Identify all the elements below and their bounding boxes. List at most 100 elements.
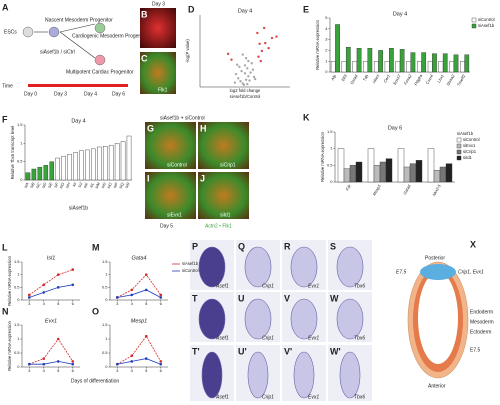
y-tick-label: 1.5 [14,322,20,327]
embryo [198,298,226,340]
label: siAsef1b / siCtrl [40,49,75,55]
panel-letter: N [2,306,9,316]
label: Day 4 [84,91,97,97]
embryo [247,351,269,399]
y-tick-label: 1.5 [102,259,108,264]
bar [126,135,132,181]
bar [410,52,416,73]
gene-label: Asef1 [215,283,229,289]
bar [438,61,444,73]
bar [97,146,102,181]
y-tick-label: 0.5 [102,350,108,355]
x-tick-label: siL [88,182,95,189]
chart-title: Isl1 [47,255,56,261]
bar [427,148,435,183]
label: siAsef1b + siControl [160,115,205,121]
point [71,268,75,271]
y-tick-label: 1 [325,58,328,63]
label: Time [2,83,13,89]
bar [373,165,381,183]
panel-letter: O [92,306,99,316]
x-axis-label: Days of differentiation [71,378,119,384]
y-tick-label: 0.5 [327,162,333,167]
micrograph [198,122,249,169]
label: siCrip1 [220,162,236,168]
label: ESCs [4,29,17,35]
panel-letter: J [200,173,205,183]
bar [114,143,120,181]
bar [417,61,422,73]
x-tick-label: 3 [28,368,31,373]
chart-title: Mesp1 [131,318,148,324]
point [56,286,60,289]
point [130,293,134,297]
label: Day 3 [152,1,165,7]
embryo [336,298,364,340]
cell [22,26,34,38]
point [144,273,148,276]
y-tick-label: 1 [105,272,108,277]
panel-letter: E [303,4,309,14]
x-tick-label: 5 [145,301,148,306]
panel-letter: A [2,2,9,12]
legend-swatch [456,143,462,149]
point [244,78,248,82]
bar [399,49,405,73]
panel-letter: I [147,173,150,183]
bar [427,61,433,73]
point [226,52,230,56]
point [233,81,237,84]
point [252,75,256,79]
panel-letter: T' [192,346,200,356]
point [130,354,134,358]
micrograph [140,52,176,94]
legend-label: siId1 [463,155,473,160]
line [117,335,162,365]
x-tick-label: siM [94,181,102,189]
label: Mesoderm [470,319,494,325]
bar [384,61,390,73]
x-tick-label: 4 [131,368,134,373]
bar [421,52,427,73]
y-axis-label: Relative mRNA expression [7,320,12,370]
gene-label: Crip1 [262,394,274,400]
bar [79,150,84,181]
bar [25,172,31,181]
y-tick-label: 5 [325,15,328,20]
x-tick-label: siN [100,181,107,189]
bar [385,158,393,183]
x-tick-label: siQ [118,182,125,190]
x-tick-label: 6 [72,301,75,306]
point [259,59,262,63]
point [246,82,249,86]
x-tick-label: Elf3 [340,73,348,82]
label: Endoderm [470,309,493,315]
legend-swatch [456,155,462,161]
point [251,68,255,71]
x-tick-label: 4 [131,301,134,306]
bar [85,149,90,181]
chart-title: Gata4 [132,255,147,261]
point [253,77,257,81]
x-tick-label: 3 [28,301,31,306]
cavity [418,272,458,364]
label: E7.5 [470,347,481,353]
bar [37,166,43,181]
point [159,293,163,297]
gene-label: Crip1 [262,283,274,289]
bar [43,165,49,181]
bar [453,54,459,73]
label: E7.5 [396,269,407,275]
x-tick-label: Kdr [344,183,352,191]
bar [343,168,351,183]
arrow [59,31,96,59]
y-tick-label: 0 [330,179,333,184]
bar [367,48,373,73]
label: Day 0 [24,91,37,97]
label: Multipotent Cardiac Progenitor [66,69,134,75]
point [159,362,163,366]
bar [389,48,394,73]
line [29,360,73,365]
point [42,291,46,294]
legend-label: siCrip1 [463,149,477,154]
